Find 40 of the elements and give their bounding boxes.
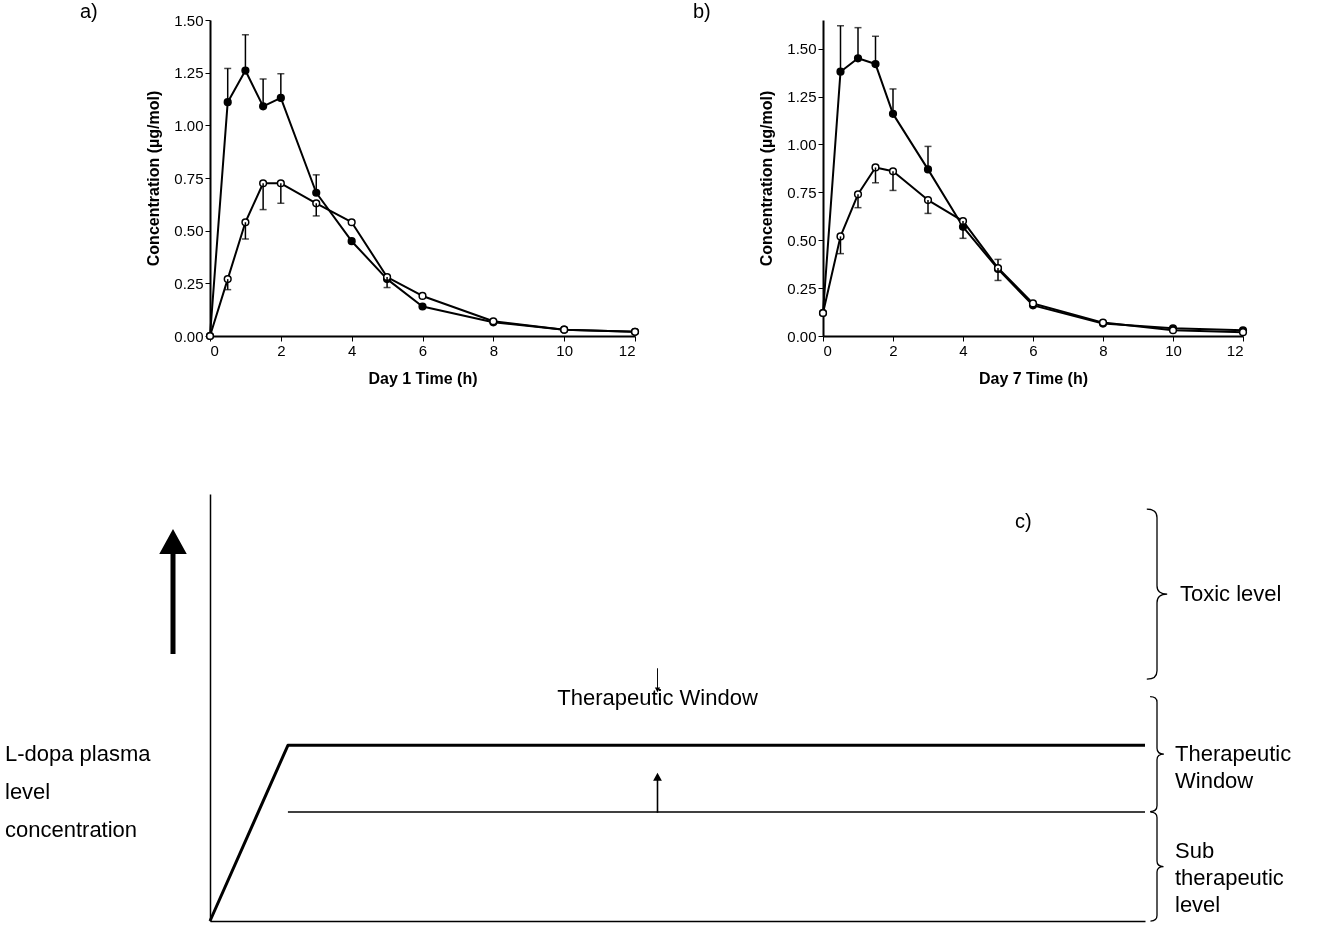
- y-tick-label: 1.50: [787, 40, 817, 58]
- y-tick-label: 0.75: [787, 183, 817, 201]
- y-tick-label: 0.50: [787, 231, 817, 249]
- x-axis-title: Day 7 Time (h): [978, 369, 1089, 387]
- y-axis-title: L-dopa plasma level concentration: [5, 741, 152, 843]
- text: c): [1015, 510, 1032, 533]
- x-tick-label: 6: [418, 341, 428, 359]
- y-tick-label: 1.25: [174, 64, 204, 82]
- x-tick-label: 12: [1226, 341, 1244, 359]
- text: Therapeutic Window: [1175, 741, 1292, 794]
- x-tick-label: 12: [618, 341, 636, 359]
- x-tick-label: 4: [959, 341, 968, 359]
- x-tick-label: 6: [1029, 341, 1038, 359]
- x-tick-label: 2: [277, 341, 286, 359]
- y-tick-label: 0.50: [174, 222, 204, 240]
- y-tick-label: 1.00: [174, 116, 204, 134]
- y-tick-label: 0.75: [174, 169, 204, 187]
- x-tick-label: 0: [823, 341, 832, 359]
- x-tick-label: 4: [347, 341, 357, 359]
- y-tick-label: 0.25: [787, 279, 817, 297]
- y-axis-title: Concentration (µg/mol): [758, 90, 776, 267]
- y-tick-label: 0.00: [174, 327, 204, 345]
- y-tick-label: 1.25: [787, 88, 817, 106]
- x-tick-label: 8: [489, 341, 499, 359]
- y-tick-label: 0.00: [787, 327, 817, 345]
- x-tick-label: 10: [1165, 341, 1182, 359]
- y-tick-label: 0.25: [174, 274, 204, 292]
- y-tick-label: 1.00: [787, 135, 817, 153]
- text: Toxic level: [1180, 581, 1282, 607]
- text: b): [693, 0, 711, 22]
- x-tick-label: 8: [1099, 341, 1108, 359]
- x-tick-label: 0: [210, 341, 219, 359]
- text: a): [80, 0, 98, 22]
- y-axis-title: Concentration (µg/mol): [145, 90, 163, 267]
- x-tick-label: 2: [889, 341, 898, 359]
- x-axis-title: Day 1 Time (h): [368, 369, 478, 387]
- text: Sub therapeutic level: [1175, 837, 1284, 917]
- x-tick-label: 10: [556, 341, 574, 359]
- y-tick-label: 1.50: [174, 11, 204, 29]
- text: Therapeutic Window: [557, 684, 758, 710]
